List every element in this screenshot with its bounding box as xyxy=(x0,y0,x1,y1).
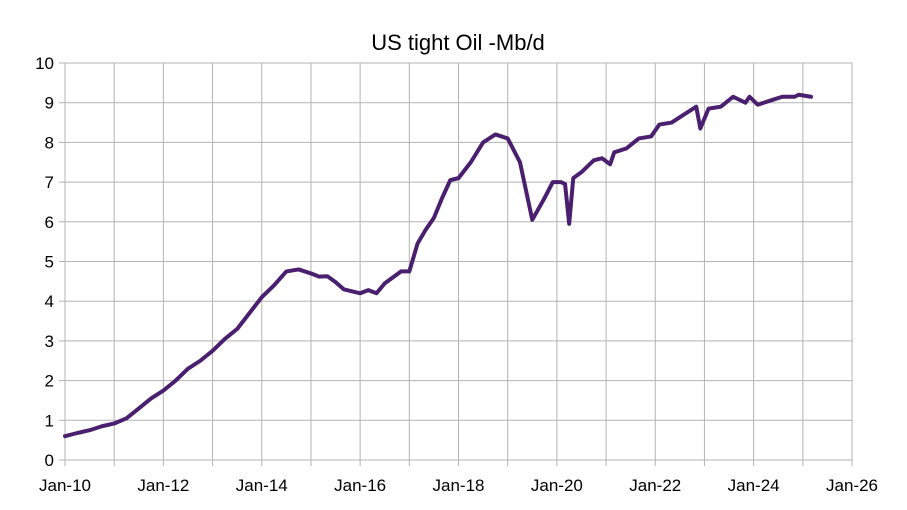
y-tick-label: 3 xyxy=(45,332,54,351)
x-tick-label: Jan-10 xyxy=(39,476,91,495)
x-tick-label: Jan-26 xyxy=(826,476,878,495)
y-tick-label: 10 xyxy=(35,54,54,73)
x-axis-ticks: Jan-10 Jan-12 Jan-14 Jan-16 Jan-18 Jan-20 Jan-… xyxy=(39,476,878,495)
grid-lines xyxy=(59,62,853,466)
x-tick-label: Jan-14 xyxy=(236,476,288,495)
x-tick-label: Jan-12 xyxy=(137,476,189,495)
y-tick-label: 9 xyxy=(45,94,54,113)
x-tick-label: Jan-22 xyxy=(629,476,681,495)
x-tick-label: Jan-18 xyxy=(433,476,485,495)
y-tick-label: 6 xyxy=(45,213,54,232)
y-tick-label: 4 xyxy=(45,292,54,311)
y-tick-label: 7 xyxy=(45,173,54,192)
y-tick-label: 5 xyxy=(45,253,54,272)
y-tick-label: 8 xyxy=(45,133,54,152)
x-tick-label: Jan-20 xyxy=(531,476,583,495)
series-line xyxy=(63,92,814,439)
chart-title: US tight Oil -Mb/d xyxy=(371,30,545,55)
y-tick-label: 1 xyxy=(45,411,54,430)
plot-area-border xyxy=(64,62,853,461)
x-tick-label: Jan-24 xyxy=(728,476,780,495)
y-tick-label: 2 xyxy=(45,372,54,391)
x-tick-label: Jan-16 xyxy=(334,476,386,495)
y-axis-ticks: 0 1 2 3 4 5 6 7 8 9 10 xyxy=(35,54,54,470)
series-layer xyxy=(63,92,814,439)
y-tick-label: 0 xyxy=(45,451,54,470)
